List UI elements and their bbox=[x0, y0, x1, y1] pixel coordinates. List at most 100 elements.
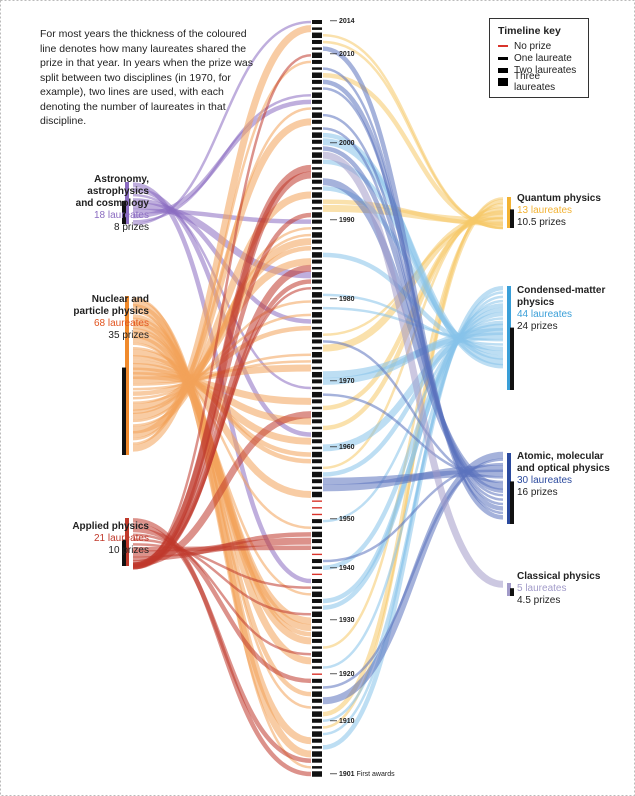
key-item-label: Three laureates bbox=[514, 71, 556, 93]
year-marker bbox=[312, 351, 322, 358]
key-item-no-prize: No prize bbox=[498, 40, 580, 52]
year-marker bbox=[312, 127, 322, 130]
year-label-2010: — 2010 bbox=[330, 51, 355, 58]
year-marker bbox=[312, 20, 322, 24]
category-title: Nuclear and bbox=[91, 294, 149, 305]
condensed-prize-bar bbox=[510, 327, 514, 390]
applied-prize-bar bbox=[122, 539, 126, 566]
year-marker bbox=[312, 411, 322, 418]
year-marker bbox=[312, 259, 322, 264]
year-marker bbox=[312, 279, 322, 284]
year-marker bbox=[312, 526, 322, 530]
year-marker bbox=[312, 332, 322, 338]
year-marker bbox=[312, 439, 322, 444]
year-marker bbox=[312, 771, 322, 777]
year-marker bbox=[312, 586, 322, 589]
category-classical: Classical physics 5 laureates 4.5 prizes bbox=[517, 571, 600, 607]
nuclear-prize-bar bbox=[122, 367, 126, 455]
nuclear-laureate-bar bbox=[125, 296, 129, 455]
year-marker bbox=[312, 626, 322, 629]
quantum-laureate-bar bbox=[507, 197, 511, 228]
year-marker bbox=[312, 312, 322, 318]
year-marker bbox=[312, 546, 322, 549]
year-marker bbox=[312, 591, 322, 598]
year-label-1960: — 1960 bbox=[330, 444, 355, 451]
year-marker bbox=[312, 678, 322, 683]
no-prize-marker bbox=[312, 553, 322, 556]
year-marker bbox=[312, 272, 322, 278]
flow-line bbox=[132, 20, 312, 226]
year-marker bbox=[312, 152, 322, 158]
flow-line bbox=[132, 527, 312, 684]
category-laureates: 18 laureates bbox=[93, 210, 149, 221]
category-nuclear: Nuclear and particle physics 68 laureate… bbox=[73, 294, 149, 342]
year-marker bbox=[312, 119, 322, 124]
key-item-two-laureates: Two laureates bbox=[498, 64, 580, 76]
astro-laureate-bar bbox=[125, 182, 129, 224]
year-marker bbox=[312, 706, 322, 709]
year-marker bbox=[312, 466, 322, 470]
category-prizes: 10.5 prizes bbox=[517, 217, 566, 228]
amo-prize-bar bbox=[510, 481, 514, 524]
year-marker bbox=[312, 631, 322, 637]
category-applied: Applied physics 21 laureates 10 prizes bbox=[72, 521, 149, 557]
no-prize-marker bbox=[312, 573, 322, 576]
category-bars bbox=[122, 182, 514, 596]
category-prizes: 16 prizes bbox=[517, 487, 558, 498]
flow-line bbox=[132, 335, 312, 625]
year-marker bbox=[312, 147, 322, 150]
key-item-label: Two laureates bbox=[514, 64, 577, 76]
no-prize-marker bbox=[312, 513, 322, 516]
year-marker bbox=[312, 159, 322, 164]
category-laureates: 5 laureates bbox=[517, 583, 567, 594]
year-marker bbox=[312, 711, 322, 717]
flow-line bbox=[322, 46, 504, 520]
year-marker bbox=[312, 646, 322, 649]
year-marker bbox=[312, 651, 322, 657]
year-marker bbox=[312, 606, 322, 609]
year-marker bbox=[312, 199, 322, 204]
flow-line bbox=[322, 146, 504, 493]
year-marker bbox=[312, 718, 322, 723]
year-marker bbox=[312, 252, 322, 258]
flow-line bbox=[132, 25, 312, 452]
year-marker bbox=[312, 192, 322, 198]
year-marker bbox=[312, 232, 322, 238]
key-item-label: One laureate bbox=[514, 52, 572, 64]
category-title: Applied physics bbox=[72, 521, 149, 532]
year-marker bbox=[312, 92, 322, 98]
quantum-prize-bar bbox=[510, 209, 514, 228]
category-title: particle physics bbox=[73, 306, 149, 317]
year-marker bbox=[312, 79, 322, 84]
year-marker bbox=[312, 686, 322, 689]
year-marker bbox=[312, 139, 322, 144]
timeline-key-title: Timeline key bbox=[498, 25, 561, 37]
year-label-1910: — 1910 bbox=[330, 718, 355, 725]
year-marker bbox=[312, 598, 322, 603]
year-marker bbox=[312, 286, 322, 290]
astro-prize-bar bbox=[122, 200, 126, 224]
year-marker bbox=[312, 219, 322, 224]
three-laureates-swatch bbox=[498, 78, 508, 86]
year-marker bbox=[312, 292, 322, 298]
year-marker bbox=[312, 227, 322, 230]
year-marker bbox=[312, 691, 322, 697]
year-marker bbox=[312, 431, 322, 438]
year-marker bbox=[312, 299, 322, 304]
no-prize-marker bbox=[312, 507, 322, 509]
category-prizes: 24 prizes bbox=[517, 321, 558, 332]
category-title: Astronomy, bbox=[94, 174, 149, 185]
key-item-label: No prize bbox=[514, 40, 552, 52]
year-marker bbox=[312, 371, 322, 378]
intro-text: For most years the thickness of the colo… bbox=[40, 28, 254, 127]
year-marker bbox=[312, 479, 322, 484]
category-laureates: 13 laureates bbox=[517, 205, 573, 216]
year-marker bbox=[312, 638, 322, 643]
year-marker bbox=[312, 39, 322, 44]
year-marker bbox=[312, 766, 322, 769]
category-title: and optical physics bbox=[517, 463, 610, 474]
one-laureate-swatch bbox=[498, 56, 508, 60]
flow-line bbox=[132, 164, 312, 570]
